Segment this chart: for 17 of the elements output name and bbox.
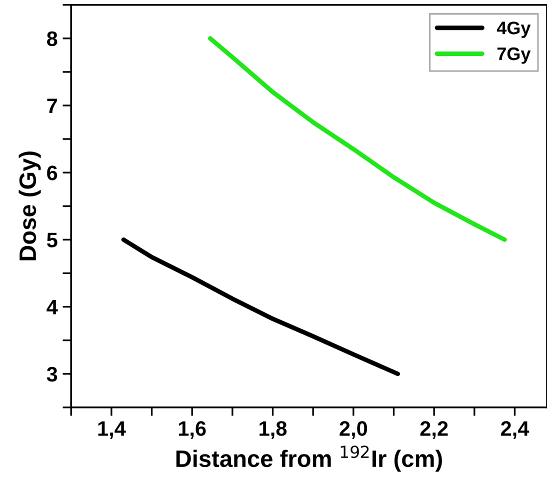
y-tick-label: 8 <box>46 31 58 46</box>
legend-label: 4Gy <box>496 22 531 38</box>
x-tick-label: 2,4 <box>500 421 530 439</box>
y-tick-label: 3 <box>46 366 58 382</box>
x-tick-label: 2,0 <box>340 421 368 439</box>
x-axis-title: Distance from $^{192}$Ir (cm) <box>176 446 442 472</box>
x-tick-label: 2,2 <box>420 421 448 439</box>
y-axis-title: Dose (Gy) <box>18 152 41 260</box>
y-tick-label: 5 <box>46 232 58 248</box>
y-tick-label: 4 <box>46 300 58 314</box>
line-series <box>121 237 400 376</box>
y-tick-label: 6 <box>47 166 58 180</box>
x-tick-label: 1,6 <box>178 421 206 439</box>
legend-label: 7Gy <box>497 47 531 64</box>
x-tick-label: 1,4 <box>98 421 126 439</box>
y-tick-label: 7 <box>47 98 57 114</box>
x-tick-label: 1,8 <box>260 421 287 439</box>
